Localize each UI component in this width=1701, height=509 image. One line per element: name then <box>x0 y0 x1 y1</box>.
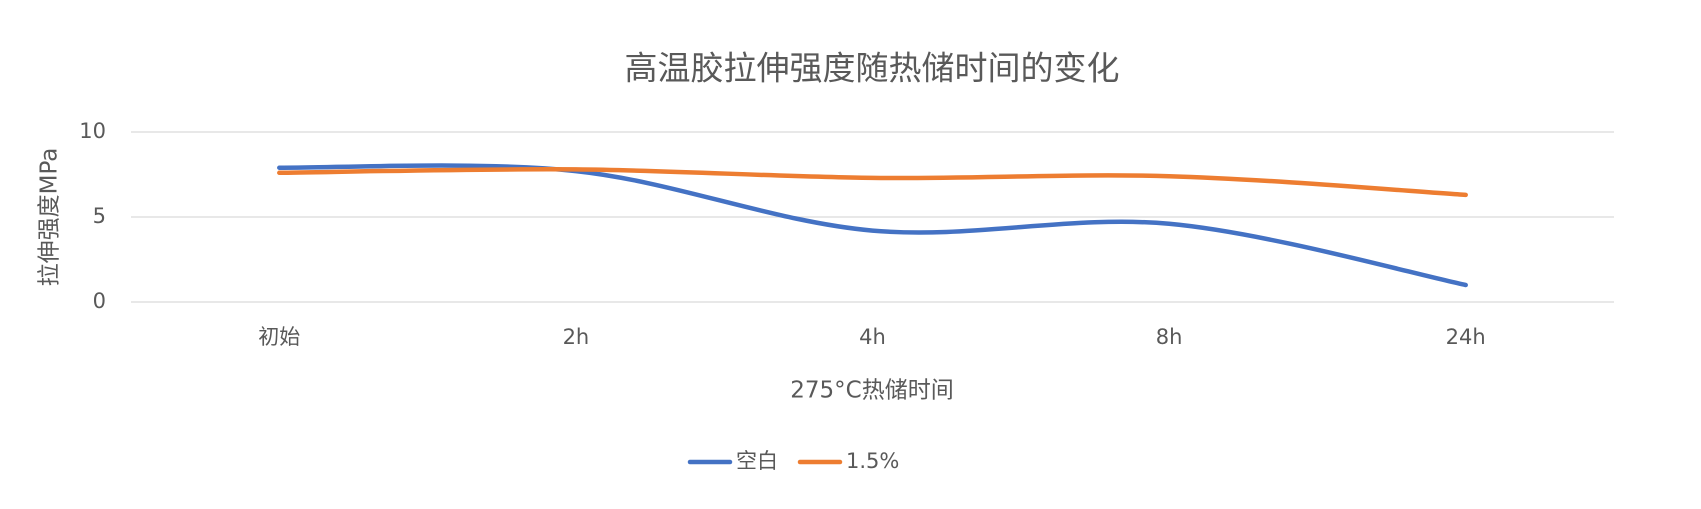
x-tick-label: 24h <box>1446 325 1486 349</box>
legend-label: 1.5% <box>846 449 899 473</box>
chart-title: 高温胶拉伸强度随热储时间的变化 <box>625 49 1120 88</box>
y-tick-label: 5 <box>93 204 106 228</box>
y-tick-label: 0 <box>93 289 106 313</box>
x-tick-label: 初始 <box>258 325 300 349</box>
x-tick-label: 8h <box>1156 325 1183 349</box>
line-series <box>277 167 1468 198</box>
line-series <box>277 163 1468 288</box>
x-tick-label: 4h <box>859 325 886 349</box>
legend-label: 空白 <box>736 449 778 473</box>
x-axis-title: 275°C热储时间 <box>790 378 953 404</box>
y-axis-title: 拉伸强度MPa <box>37 148 63 287</box>
x-tick-label: 2h <box>563 325 590 349</box>
y-tick-label: 10 <box>79 119 106 143</box>
